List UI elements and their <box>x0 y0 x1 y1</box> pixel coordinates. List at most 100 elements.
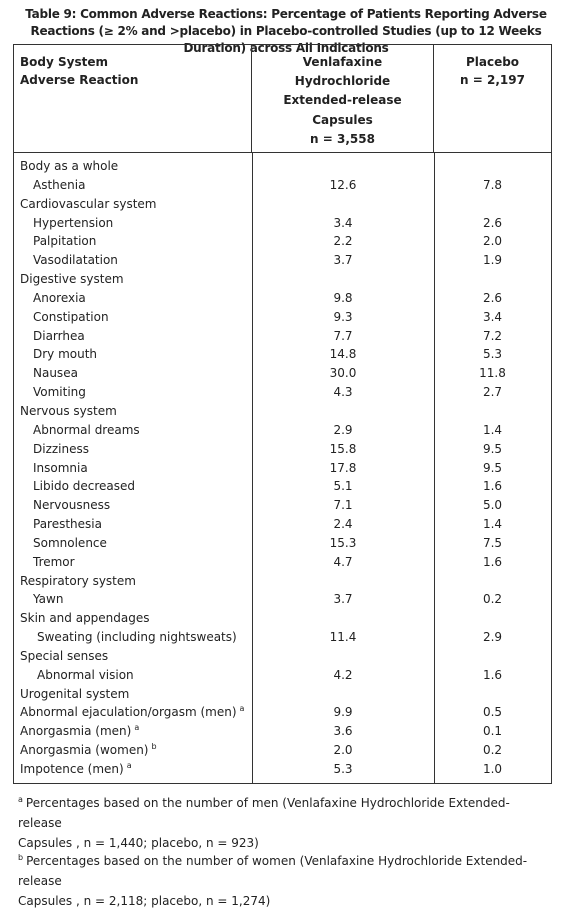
placebo-percent: 7.2 <box>482 328 503 343</box>
venlafaxine-percent: 14.8 <box>329 347 357 362</box>
row-label-text: Respiratory system <box>20 573 136 588</box>
adverse-reaction-label: Asthenia <box>33 176 85 195</box>
row-label-text: Yawn <box>33 592 64 607</box>
row-label-text: Dizziness <box>33 441 89 456</box>
adverse-reaction-label: Constipation <box>33 308 109 327</box>
placebo-percent: 5.3 <box>482 347 503 362</box>
adverse-reaction-label: Paresthesia <box>33 515 102 534</box>
table-row: Abnormal ejaculation/orgasm (men) a 9.9 0.5 <box>14 703 551 722</box>
header-placebo-n: n = 2,197 <box>460 73 525 87</box>
table-rows: Body as a whole Asthenia 12.6 7.8 Cardiovasc… <box>14 153 551 783</box>
adverse-reaction-label: Hypertension <box>33 214 113 233</box>
footnote-ref: a <box>134 723 140 733</box>
header-placebo: Placebo n = 2,197 <box>434 45 551 152</box>
header-body-system-label: Body System <box>20 55 108 69</box>
placebo-percent: 1.6 <box>482 667 503 682</box>
body-system-label: Respiratory system <box>20 572 136 591</box>
placebo-percent: 1.6 <box>482 479 503 494</box>
header-venlafaxine-n: n = 3,558 <box>310 131 375 146</box>
venlafaxine-percent: 4.2 <box>333 667 353 682</box>
adverse-reaction-label: Palpitation <box>33 232 96 251</box>
footnote-mark: b <box>18 853 24 862</box>
row-label-text: Skin and appendages <box>20 611 150 626</box>
adverse-reaction-label: Vomiting <box>33 383 86 402</box>
venlafaxine-percent: 9.3 <box>333 309 353 324</box>
venlafaxine-percent: 2.2 <box>333 234 353 249</box>
row-label-text: Constipation <box>33 309 109 324</box>
adverse-reaction-label: Somnolence <box>33 534 107 553</box>
table-row: Nausea 30.0 11.8 <box>14 364 551 383</box>
adverse-reaction-label: Anorexia <box>33 289 86 308</box>
venlafaxine-percent: 3.6 <box>333 724 353 739</box>
venlafaxine-percent: 15.3 <box>329 535 357 550</box>
table-row: Dizziness 15.8 9.5 <box>14 440 551 459</box>
venlafaxine-percent: 5.1 <box>333 479 353 494</box>
table-row: Yawn 3.7 0.2 <box>14 590 551 609</box>
placebo-percent: 1.9 <box>482 253 503 268</box>
venlafaxine-percent: 9.9 <box>333 705 353 720</box>
adverse-reaction-label: Anorgasmia (women) b <box>20 741 157 760</box>
body-system-row: Special senses <box>14 647 551 666</box>
row-label-text: Anorgasmia (men) <box>20 724 132 739</box>
body-system-label: Special senses <box>20 647 108 666</box>
table-row: Anorexia 9.8 2.6 <box>14 289 551 308</box>
row-label-text: Paresthesia <box>33 517 102 532</box>
venlafaxine-percent: 3.7 <box>333 253 353 268</box>
header-adverse-reaction-label: Adverse Reaction <box>20 73 139 87</box>
table-row: Dry mouth 14.8 5.3 <box>14 345 551 364</box>
footnote-ref: b <box>151 742 157 752</box>
placebo-percent: 2.7 <box>482 385 503 400</box>
row-label-text: Dry mouth <box>33 347 98 362</box>
venlafaxine-percent: 2.9 <box>333 422 353 437</box>
body-system-label: Urogenital system <box>20 685 129 704</box>
table-row: Palpitation 2.2 2.0 <box>14 232 551 251</box>
row-label-text: Libido decreased <box>33 479 135 494</box>
row-label-text: Palpitation <box>33 234 97 249</box>
adverse-reaction-label: Nausea <box>33 364 78 383</box>
row-label-text: Abnormal ejaculation/orgasm (men) <box>20 705 237 720</box>
table-row: Abnormal vision 4.2 1.6 <box>14 666 551 685</box>
adverse-reaction-label: Yawn <box>33 590 63 609</box>
row-label-text: Impotence (men) <box>20 762 124 776</box>
table-body: Body as a whole Asthenia 12.6 7.8 Cardiovasc… <box>14 153 551 783</box>
column-divider <box>252 153 253 783</box>
header-venlafaxine-line: Extended-release <box>283 93 402 108</box>
venlafaxine-percent: 11.4 <box>329 630 357 645</box>
table-row: Asthenia 12.6 7.8 <box>14 176 551 195</box>
footnote-text: Capsules , n = 2,118; placebo, n = 1,274… <box>18 894 271 908</box>
header-venlafaxine-line: Capsules <box>312 112 373 127</box>
body-system-row: Nervous system <box>14 402 551 421</box>
table-row: Nervousness 7.1 5.0 <box>14 496 551 515</box>
placebo-percent: 0.1 <box>482 724 503 739</box>
body-system-row: Digestive system <box>14 270 551 289</box>
column-divider <box>434 153 435 783</box>
table-row: Somnolence 15.3 7.5 <box>14 534 551 553</box>
footnote-text: Percentages based on the number of men (… <box>18 796 510 830</box>
row-label-text: Tremor <box>33 554 75 569</box>
footnote-text: Capsules , n = 1,440; placebo, n = 923) <box>18 836 259 850</box>
row-label-text: Somnolence <box>33 535 107 550</box>
header-placebo-label: Placebo <box>465 55 520 69</box>
footnote-mark: a <box>18 795 23 804</box>
row-label-text: Sweating (including nightsweats) <box>37 630 237 645</box>
table-row: Vasodilatation 3.7 1.9 <box>14 251 551 270</box>
venlafaxine-percent: 4.3 <box>333 385 353 400</box>
placebo-percent: 1.4 <box>482 422 503 437</box>
table-row: Tremor 4.7 1.6 <box>14 553 551 572</box>
body-system-label: Cardiovascular system <box>20 195 156 214</box>
header-venlafaxine-line: Venlafaxine <box>302 55 383 69</box>
footnote-a: a Percentages based on the number of men … <box>18 793 538 853</box>
row-label-text: Digestive system <box>20 272 124 287</box>
adverse-reaction-label: Diarrhea <box>33 327 85 346</box>
placebo-percent: 1.6 <box>482 554 503 569</box>
venlafaxine-percent: 2.4 <box>333 517 353 532</box>
adverse-reaction-label: Tremor <box>33 553 75 572</box>
adverse-reaction-label: Insomnia <box>33 459 88 478</box>
footnote-text: Percentages based on the number of women… <box>18 854 528 888</box>
adverse-reaction-label: Anorgasmia (men) a <box>20 722 139 741</box>
adverse-reaction-label: Abnormal vision <box>37 666 134 685</box>
adverse-reaction-label: Dry mouth <box>33 345 97 364</box>
body-system-label: Body as a whole <box>20 157 118 176</box>
table-header: Body System Adverse Reaction Venlafaxine… <box>14 45 551 153</box>
table-row: Anorgasmia (men) a 3.6 0.1 <box>14 722 551 741</box>
